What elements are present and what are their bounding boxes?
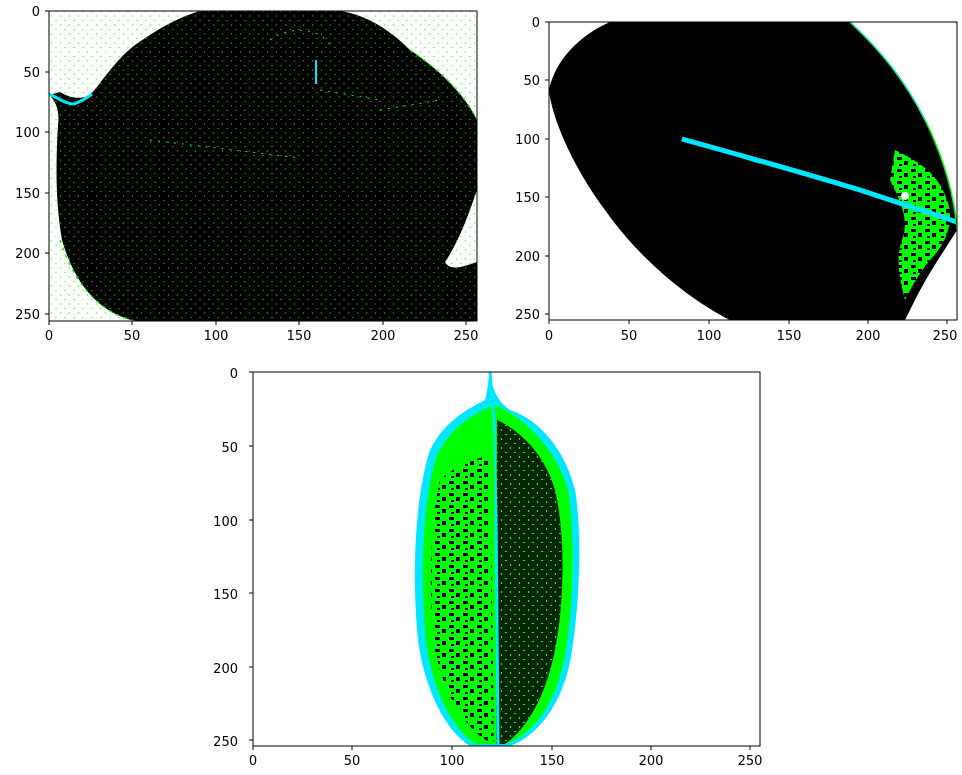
x-axis: 0 50 100 150 200 250 — [545, 320, 958, 344]
y-tick-label: 250 — [15, 308, 40, 323]
y-tick-label: 50 — [523, 74, 540, 89]
midrib-vein — [488, 372, 500, 745]
y-tick-label: 250 — [213, 735, 238, 750]
leaf-image-2 — [549, 22, 957, 320]
y-tick-label: 50 — [23, 66, 40, 81]
x-tick-label: 50 — [621, 329, 638, 344]
x-axis: 0 50 100 150 200 250 — [45, 321, 479, 344]
panel-top-right: 0 50 100 150 200 250 0 50 100 150 200 25… — [515, 16, 958, 344]
x-tick-label: 200 — [639, 754, 664, 769]
x-tick-label: 0 — [545, 329, 553, 344]
x-tick-label: 250 — [454, 329, 479, 344]
x-tick-label: 150 — [540, 754, 565, 769]
dark-spots-on-patch — [890, 150, 950, 300]
y-tick-label: 100 — [213, 515, 238, 530]
x-tick-label: 150 — [777, 329, 802, 344]
leaf-image-1 — [49, 11, 477, 321]
x-axis: 0 50 100 150 200 250 — [249, 746, 763, 769]
x-tick-label: 150 — [287, 329, 312, 344]
x-tick-label: 0 — [249, 754, 257, 769]
x-tick-label: 100 — [204, 329, 229, 344]
y-tick-label: 100 — [15, 126, 40, 141]
y-tick-label: 150 — [515, 191, 540, 206]
panel-bottom: 0 50 100 150 200 250 0 50 100 150 200 25… — [213, 367, 762, 769]
x-tick-label: 250 — [933, 329, 958, 344]
y-tick-label: 200 — [15, 247, 40, 262]
x-tick-label: 100 — [697, 329, 722, 344]
dark-right-mottle — [496, 420, 563, 744]
dark-left-mottle — [430, 455, 494, 744]
y-tick-label: 100 — [515, 133, 540, 148]
y-tick-label: 0 — [32, 5, 40, 20]
x-tick-label: 100 — [440, 754, 465, 769]
y-axis: 0 50 100 150 200 250 — [213, 367, 253, 750]
y-tick-label: 200 — [213, 662, 238, 677]
x-tick-label: 50 — [344, 754, 361, 769]
leaf-image-3 — [414, 372, 580, 746]
y-tick-label: 0 — [532, 16, 540, 31]
axes-frame — [252, 371, 761, 747]
midrib-vein-cyan — [681, 136, 957, 225]
y-axis: 0 50 100 150 200 250 — [515, 16, 549, 323]
y-axis: 0 50 100 150 200 250 — [15, 5, 49, 323]
y-tick-label: 200 — [515, 250, 540, 265]
axes-frame — [48, 10, 478, 322]
highlight-spot — [901, 192, 909, 200]
panel-top-left: 0 50 100 150 200 250 0 50 100 150 200 25… — [15, 5, 478, 344]
x-tick-label: 50 — [124, 329, 141, 344]
y-tick-label: 150 — [15, 187, 40, 202]
y-tick-label: 150 — [213, 588, 238, 603]
axes-frame — [548, 21, 958, 321]
leaf-region — [549, 22, 957, 320]
x-tick-label: 0 — [45, 329, 53, 344]
x-tick-label: 200 — [856, 329, 881, 344]
y-tick-label: 250 — [515, 308, 540, 323]
speckle-overlay — [49, 11, 477, 321]
x-tick-label: 200 — [371, 329, 396, 344]
x-tick-label: 250 — [738, 754, 763, 769]
y-tick-label: 0 — [230, 367, 238, 382]
y-tick-label: 50 — [221, 441, 238, 456]
leaf-edge-cyan — [849, 22, 926, 121]
midrib-vein-tip — [681, 138, 761, 164]
